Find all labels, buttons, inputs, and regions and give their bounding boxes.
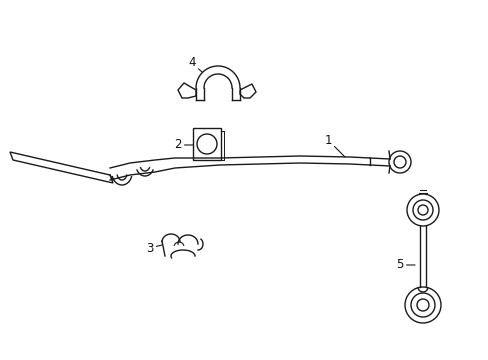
Text: 5: 5	[395, 258, 414, 271]
Text: 1: 1	[324, 134, 345, 157]
Text: 2: 2	[174, 139, 193, 152]
Text: 3: 3	[146, 242, 162, 255]
Text: 4: 4	[188, 57, 202, 72]
